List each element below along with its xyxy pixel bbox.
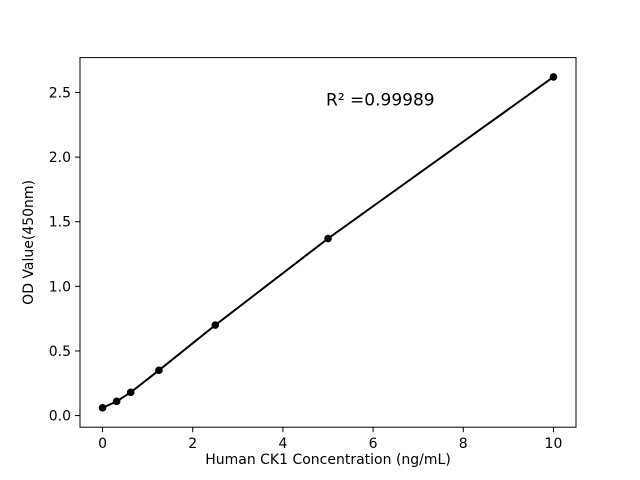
y-tick-label: 2.5: [49, 85, 71, 101]
data-point: [126, 388, 135, 397]
x-tick-label: 4: [278, 436, 287, 452]
x-axis-label: Human CK1 Concentration (ng/mL): [205, 452, 451, 468]
data-point: [211, 321, 220, 329]
y-tick-label: 2.0: [49, 150, 71, 166]
r-squared-annotation: R² =0.99989: [326, 90, 435, 110]
data-point: [549, 73, 558, 81]
data-point: [98, 404, 107, 412]
plot-border: [79, 57, 577, 428]
y-tick-label: 0.0: [49, 409, 71, 425]
y-tick-label: 0.5: [49, 344, 71, 360]
x-tick-label: 2: [188, 436, 197, 452]
x-tick-label: 10: [545, 436, 563, 452]
data-point: [112, 397, 121, 406]
standard-curve-line: [101, 75, 555, 409]
x-tick-label: 6: [369, 436, 378, 452]
x-tick-label: 0: [98, 436, 107, 452]
data-point: [155, 366, 163, 375]
y-tick-label: 1.0: [49, 279, 71, 295]
x-tick-label: 8: [459, 436, 468, 452]
data-point: [324, 234, 332, 243]
y-axis-label: OD Value(450nm): [21, 180, 37, 305]
y-tick-label: 1.5: [49, 215, 71, 231]
